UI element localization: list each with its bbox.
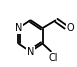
- Text: N: N: [27, 47, 34, 57]
- Text: O: O: [66, 23, 74, 33]
- Text: Cl: Cl: [49, 53, 58, 63]
- Text: N: N: [15, 23, 22, 33]
